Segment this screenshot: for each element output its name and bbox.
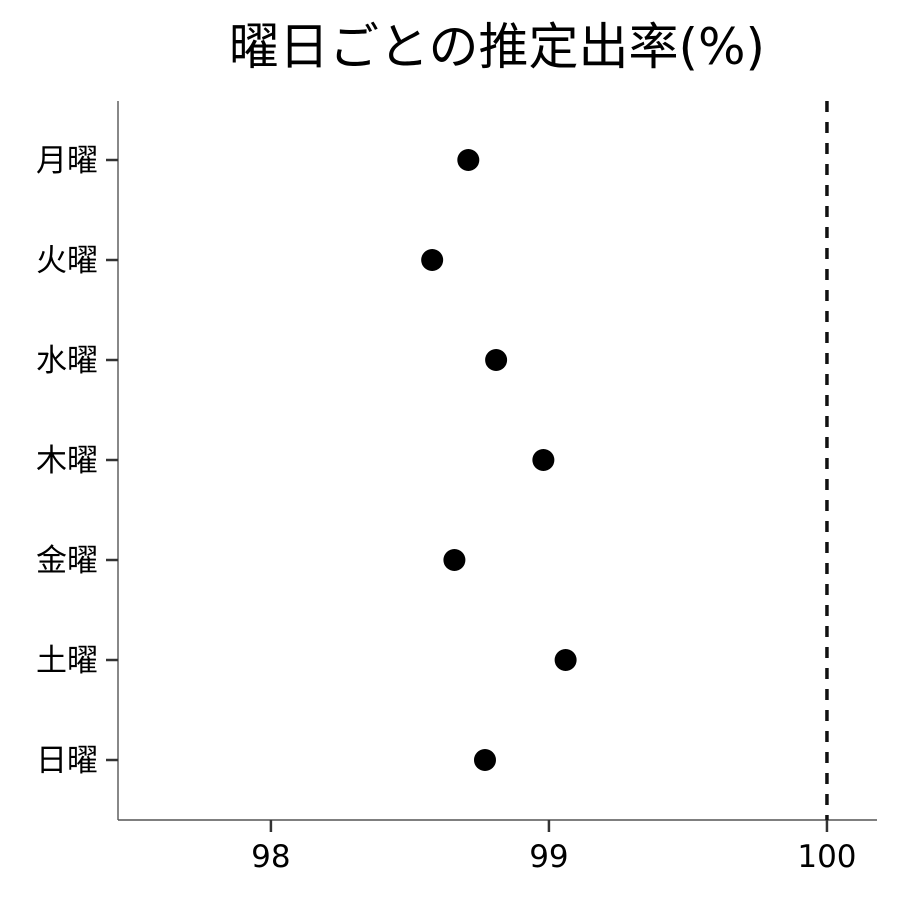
data-point bbox=[421, 249, 444, 271]
x-tick-label: 98 bbox=[251, 839, 290, 875]
x-ticks: 98 99 100 bbox=[251, 820, 857, 875]
x-tick-label: 100 bbox=[797, 839, 856, 875]
data-points bbox=[421, 149, 577, 771]
data-point bbox=[485, 349, 508, 371]
data-point bbox=[443, 549, 466, 571]
y-tick-label: 金曜 bbox=[36, 543, 98, 579]
y-tick-label: 日曜 bbox=[36, 743, 98, 779]
y-tick-label: 水曜 bbox=[36, 343, 98, 379]
data-point bbox=[473, 749, 496, 771]
y-tick-label: 火曜 bbox=[36, 243, 98, 279]
y-tick-label: 木曜 bbox=[36, 443, 98, 479]
chart-title: 曜日ごとの推定出率(%) bbox=[229, 18, 765, 76]
y-tick-label: 月曜 bbox=[36, 143, 98, 179]
data-point bbox=[457, 149, 480, 171]
y-tick-label: 土曜 bbox=[36, 643, 98, 679]
data-point bbox=[532, 449, 555, 471]
data-point bbox=[554, 649, 577, 671]
x-tick-label: 99 bbox=[529, 839, 568, 875]
